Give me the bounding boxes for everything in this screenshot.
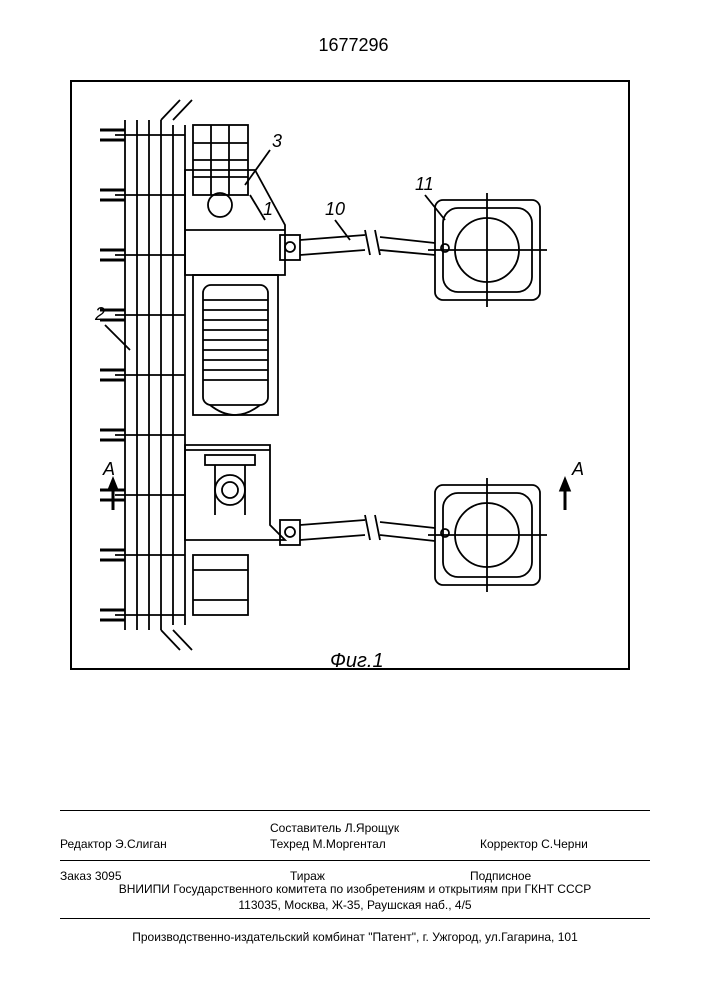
section-a-right: А (571, 459, 584, 479)
compiler-label: Составитель (270, 821, 341, 835)
tehred-name: М.Моргентал (313, 837, 386, 851)
order-number: 3095 (95, 869, 122, 883)
callout-11: 11 (415, 174, 434, 194)
figure-label: Фиг.1 (330, 650, 384, 673)
callout-2: 2 (94, 304, 105, 324)
tehred-label: Техред (270, 837, 309, 851)
vniipi-block: ВНИИПИ Государственного комитета по изоб… (60, 882, 650, 913)
divider-2 (60, 860, 650, 861)
callout-1: 1 (263, 199, 273, 219)
subscription-label: Подписное (470, 869, 531, 883)
vniipi-line1: ВНИИПИ Государственного комитета по изоб… (60, 882, 650, 898)
callout-3: 3 (272, 131, 282, 151)
order-label: Заказ (60, 869, 91, 883)
callout-10: 10 (325, 199, 345, 219)
editor-label: Редактор (60, 837, 112, 851)
editor-name: Э.Слиган (115, 837, 167, 851)
tirazh-label: Тираж (290, 869, 325, 883)
divider-3 (60, 918, 650, 919)
patent-number: 1677296 (318, 35, 388, 56)
vniipi-line2: 113035, Москва, Ж-35, Раушская наб., 4/5 (60, 898, 650, 914)
footer-text: Производственно-издательский комбинат "П… (60, 930, 650, 944)
divider-1 (60, 810, 650, 811)
corrector-name: С.Черни (541, 837, 588, 851)
corrector-label: Корректор (480, 837, 538, 851)
section-a-left: А (102, 459, 115, 479)
patent-diagram: 3 1 2 10 11 А А (85, 95, 615, 655)
compiler-name: Л.Ярощук (345, 821, 399, 835)
